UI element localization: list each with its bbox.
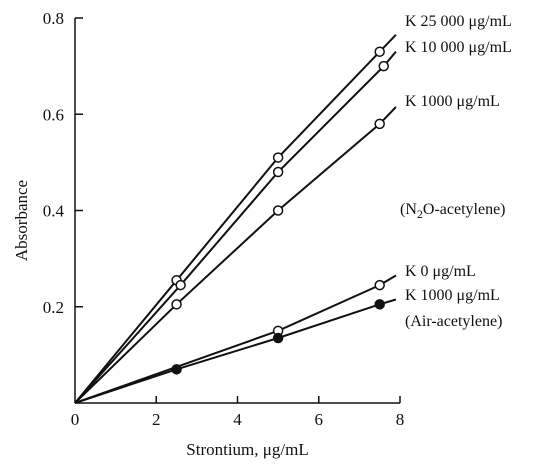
- y-tick-label: 0.2: [43, 298, 64, 317]
- filled-data-point: [171, 364, 182, 375]
- open-data-point: [272, 152, 284, 163]
- x-tick-label: 2: [152, 410, 161, 429]
- open-data-point: [378, 60, 389, 72]
- series-name-label: K 1000 μg/mL: [405, 93, 500, 110]
- open-data-point: [175, 279, 186, 291]
- y-tick-label: 0.8: [43, 9, 64, 28]
- series-name-label: K 25 000 μg/mL: [405, 13, 512, 30]
- filled-data-point: [272, 332, 284, 344]
- y-axis-title: Absorbance: [12, 180, 31, 261]
- series-line: [74, 274, 397, 404]
- x-tick-label: 8: [396, 410, 405, 429]
- open-data-point: [374, 46, 385, 57]
- y-tick-label: 0.6: [43, 105, 64, 124]
- ticks: 0 2 4 6 8 0.2 0.4 0.6 0.8: [43, 9, 405, 429]
- series-name-label: K 10 000 μg/mL: [405, 39, 512, 56]
- series-labels: K 25 000 μg/mL K 10 000 μg/mL K 1000 μg/mL…: [405, 13, 512, 304]
- open-data-point: [272, 205, 284, 216]
- n2o-prefix: (N: [400, 201, 417, 218]
- series-name-label: K 0 μg/mL: [405, 263, 476, 280]
- x-tick-label: 6: [315, 410, 324, 429]
- series-name-label: K 1000 μg/mL: [405, 287, 500, 304]
- x-axis-title: Strontium, μg/mL: [186, 440, 308, 459]
- open-data-point: [374, 118, 385, 130]
- x-tick-label: 4: [233, 410, 242, 429]
- x-tick-label: 0: [71, 410, 80, 429]
- n2o-subscript: 2: [417, 207, 423, 221]
- open-data-point: [171, 299, 182, 310]
- filled-data-point: [374, 299, 385, 310]
- series-line: [74, 106, 397, 404]
- y-tick-label: 0.4: [43, 202, 65, 221]
- series-line: [74, 298, 397, 404]
- air-acetylene-annotation: (Air-acetylene): [405, 313, 502, 330]
- n2o-suffix: O-acetylene): [423, 201, 506, 218]
- n2o-acetylene-annotation: (N2O-acetylene): [400, 201, 506, 221]
- open-data-point: [272, 166, 284, 178]
- open-data-point: [374, 279, 385, 291]
- series-group: [74, 34, 397, 404]
